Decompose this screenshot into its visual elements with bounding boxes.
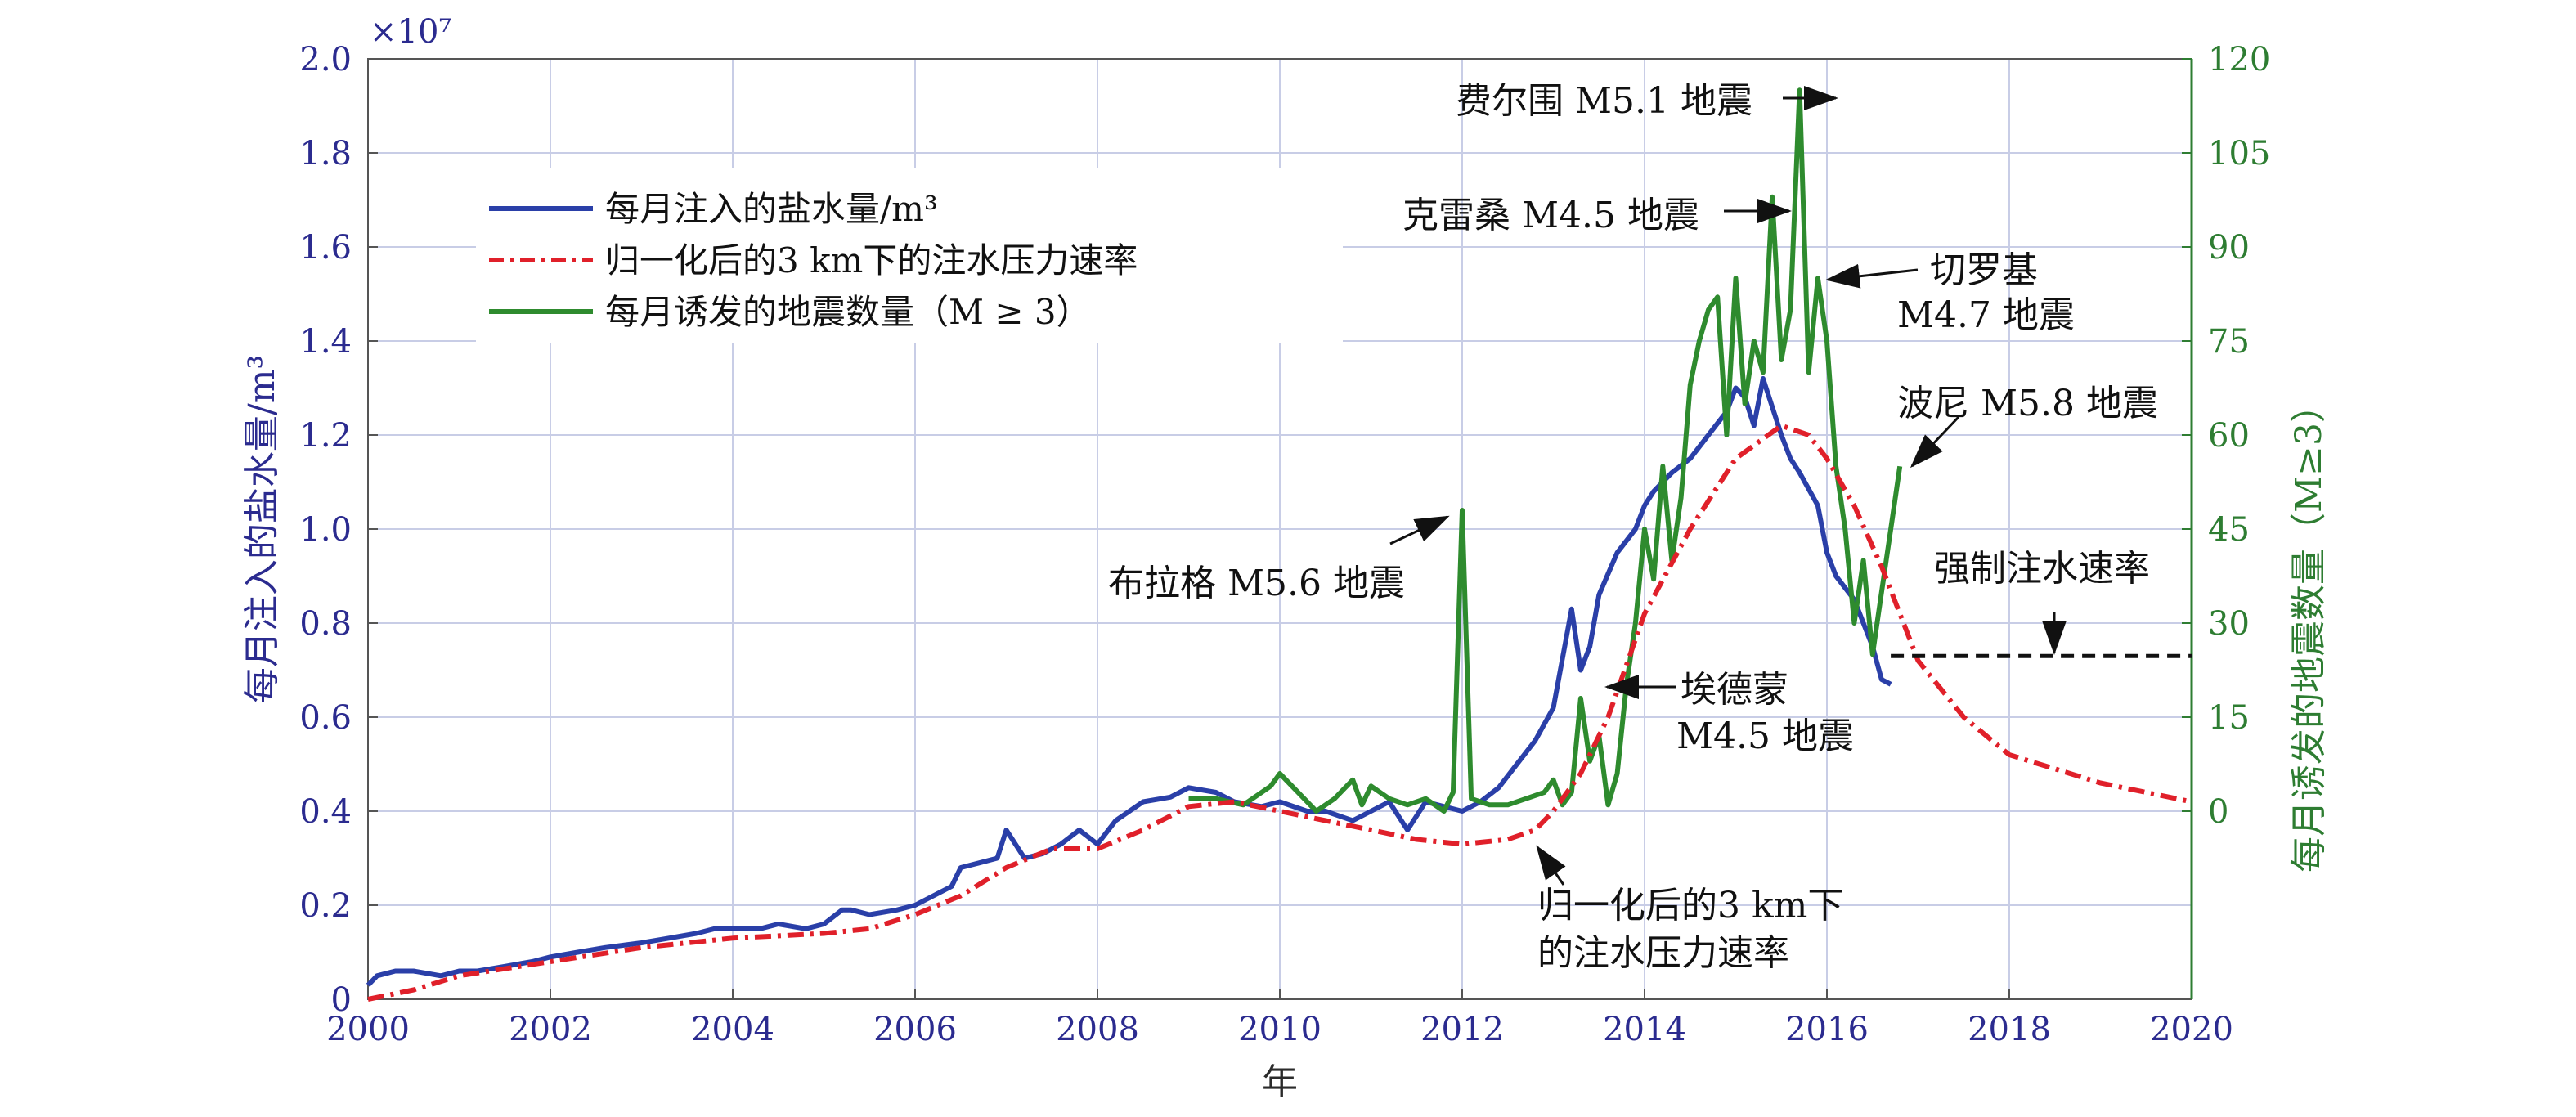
y-left-tick-label: 1.2 [299, 417, 352, 455]
annotation-qieluoji-label-1: 切罗基 [1930, 249, 2038, 291]
y-right-tick-label: 120 [2208, 41, 2270, 79]
x-tick-label: 2004 [691, 1011, 774, 1048]
annotation-guiyi-label-2: 的注水压力速率 [1537, 932, 1789, 974]
annotation-qiangzhi-label: 强制注水速率 [1934, 548, 2150, 590]
annotation-qieluoji-label-2: M4.7 地震 [1897, 294, 2075, 336]
annotation-guiyi-label-1: 归一化后的3 km下 [1537, 885, 1843, 926]
annotation-aidemeng-label-2: M4.5 地震 [1676, 716, 1854, 757]
y-axis-label-left: 每月注入的盐水量/m³ [241, 355, 283, 703]
legend-box [476, 168, 1343, 343]
annotation-bulage-arrow [1389, 515, 1450, 545]
x-tick-label: 2012 [1420, 1011, 1504, 1048]
axes: 2000 2002 2004 2006 2008 2010 2012 2014 2016 2018… [299, 41, 2270, 1048]
y-left-tick-label: 1.0 [299, 511, 352, 549]
x-tick-label: 2018 [1968, 1011, 2051, 1048]
y-left-tick-label: 0.4 [299, 793, 352, 831]
y-left-tick-label: 1.4 [299, 323, 352, 361]
x-tick-label: 2006 [873, 1011, 957, 1048]
y-left-tick-label: 0 [331, 981, 352, 1019]
x-tick-label: 2008 [1056, 1011, 1139, 1048]
left-axis-exponent: ×10⁷ [370, 13, 451, 51]
legend-label-quakes: 每月诱发的地震数量（M ≥ 3） [605, 292, 1091, 332]
x-tick-label: 2010 [1238, 1011, 1322, 1048]
annotation-kelei-label: 克雷桑 M4.5 地震 [1402, 195, 1699, 236]
y-left-tick-label: 0.2 [299, 887, 352, 925]
x-tick-label: 2016 [1785, 1011, 1869, 1048]
x-tick-label: 2020 [2150, 1011, 2233, 1048]
y-right-tick-label: 105 [2208, 135, 2270, 173]
y-left-tick-label: 0.8 [299, 605, 352, 643]
annotation-boni-arrow [1910, 415, 1960, 469]
y-right-tick-label: 45 [2208, 511, 2250, 549]
x-axis-label: 年 [1262, 1061, 1298, 1103]
annotation-feierwei-label: 费尔围 M5.1 地震 [1456, 80, 1752, 122]
annotation-bulage-label: 布拉格 M5.6 地震 [1108, 563, 1405, 604]
y-right-tick-label: 90 [2208, 229, 2250, 267]
y-left-tick-label: 1.8 [299, 135, 352, 173]
series-pressure-line [367, 423, 2192, 1002]
y-right-tick-label: 0 [2208, 793, 2228, 831]
annotation-boni-label: 波尼 M5.8 地震 [1897, 383, 2158, 424]
y-left-tick-label: 2.0 [299, 41, 352, 79]
y-right-tick-label: 75 [2208, 323, 2250, 361]
legend-label-pressure: 归一化后的3 km下的注水压力速率 [605, 240, 1138, 280]
legend-label-injection: 每月注入的盐水量/m³ [605, 189, 938, 229]
legend: 每月注入的盐水量/m³ 归一化后的3 km下的注水压力速率 每月诱发的地震数量（… [476, 168, 1343, 343]
y-left-tick-label: 0.6 [299, 699, 352, 737]
x-tick-label: 2000 [326, 1011, 410, 1048]
x-tick-label: 2002 [509, 1011, 592, 1048]
annotation-qieluoji-arrow [1825, 263, 1919, 289]
y-axis-label-right: 每月诱发的地震数量（M≥3） [2288, 387, 2330, 873]
annotation-guiyi-arrow [1536, 845, 1566, 886]
annotation-aidemeng-label-1: 埃德蒙 [1681, 669, 1788, 711]
y-right-tick-label: 60 [2208, 417, 2250, 455]
y-right-tick-label: 15 [2208, 699, 2250, 737]
x-tick-label: 2014 [1603, 1011, 1686, 1048]
y-left-tick-label: 1.6 [299, 229, 352, 267]
y-right-tick-label: 30 [2208, 605, 2250, 643]
